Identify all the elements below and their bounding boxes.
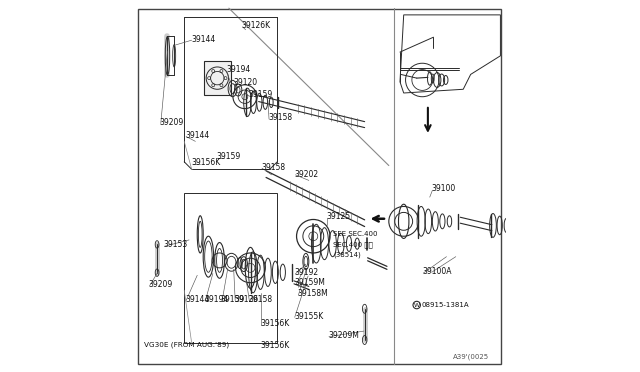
Text: 39159: 39159 — [221, 295, 245, 304]
Text: 39125: 39125 — [326, 212, 351, 221]
Text: 39159M: 39159M — [294, 278, 326, 287]
Text: 39158M: 39158M — [298, 289, 328, 298]
Text: 39209M: 39209M — [328, 331, 359, 340]
Text: 39100A: 39100A — [422, 267, 452, 276]
Text: 39159: 39159 — [216, 152, 241, 161]
Text: 39194: 39194 — [204, 295, 228, 304]
Text: SEC.400 参照: SEC.400 参照 — [333, 241, 373, 248]
Text: 39156K: 39156K — [260, 319, 290, 328]
Text: 08915-1381A: 08915-1381A — [422, 302, 469, 308]
Bar — [204, 61, 231, 95]
Text: (38514): (38514) — [333, 252, 361, 259]
Text: 39194: 39194 — [227, 65, 250, 74]
Text: 39153: 39153 — [164, 240, 188, 249]
Text: 39156K: 39156K — [260, 341, 290, 350]
Text: A39'(0025: A39'(0025 — [453, 353, 490, 360]
Text: 39144: 39144 — [186, 295, 209, 304]
Text: 39209: 39209 — [159, 118, 184, 126]
Text: 39158: 39158 — [248, 295, 273, 304]
Text: W: W — [413, 302, 420, 308]
Text: 39120: 39120 — [234, 78, 258, 87]
Text: 39156K: 39156K — [191, 158, 221, 167]
Text: 39209: 39209 — [148, 280, 172, 289]
Text: 39158: 39158 — [261, 163, 285, 172]
Text: 39144: 39144 — [191, 35, 216, 44]
Text: VG30E (FROM AUG.'89): VG30E (FROM AUG.'89) — [145, 342, 230, 349]
Text: 39126: 39126 — [234, 295, 259, 304]
Bar — [184, 193, 277, 343]
Text: 39155K: 39155K — [294, 312, 323, 321]
Text: 39158: 39158 — [269, 113, 292, 122]
Text: SEE SEC.400: SEE SEC.400 — [333, 231, 378, 237]
Text: 39192: 39192 — [294, 268, 319, 277]
Text: 39159: 39159 — [248, 90, 273, 99]
Text: 39126K: 39126K — [242, 21, 271, 30]
Text: 39202: 39202 — [294, 170, 319, 179]
Text: 39144: 39144 — [186, 131, 209, 140]
Text: 39100: 39100 — [431, 185, 456, 193]
